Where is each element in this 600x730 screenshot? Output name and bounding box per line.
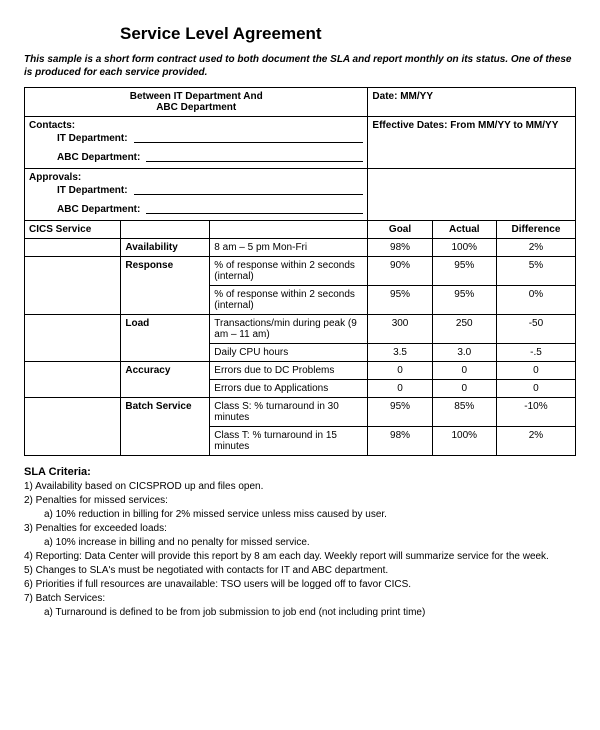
metric-diff: -50 [496,315,575,344]
criteria-item: 4) Reporting: Data Center will provide t… [24,550,576,563]
metric-actual: 3.0 [432,344,496,362]
metric-diff: 0 [496,380,575,398]
approvals-right-empty [368,169,576,221]
intro-text: This sample is a short form contract use… [24,54,576,79]
contacts-heading: Contacts: [29,120,363,131]
service-col-empty [25,257,121,315]
metric-row: Availability8 am – 5 pm Mon-Fri98%100%2% [25,239,576,257]
metric-actual: 250 [432,315,496,344]
between-cell: Between IT Department And ABC Department [25,88,368,117]
empty-cell [121,221,210,239]
between-line2: ABC Department [29,102,363,113]
service-header: CICS Service [25,221,121,239]
metric-goal: 98% [368,239,432,257]
metric-actual: 95% [432,257,496,286]
col-goal: Goal [368,221,432,239]
metric-diff: -.5 [496,344,575,362]
metric-desc: Transactions/min during peak (9 am – 11 … [210,315,368,344]
metric-goal: 0 [368,362,432,380]
contacts-abc-label: ABC Department: [57,152,140,163]
metric-actual: 0 [432,362,496,380]
criteria-title: SLA Criteria: [24,466,576,478]
criteria-subitem: a) 10% reduction in billing for 2% misse… [24,508,576,521]
approvals-abc-line[interactable] [146,213,363,214]
metric-goal: 98% [368,427,432,456]
criteria-item: 1) Availability based on CICSPROD up and… [24,480,576,493]
metric-desc: Errors due to Applications [210,380,368,398]
contacts-abc-line[interactable] [146,161,363,162]
metric-desc: Daily CPU hours [210,344,368,362]
service-col-empty [25,362,121,398]
document-title: Service Level Agreement [120,24,576,44]
metric-goal: 95% [368,398,432,427]
criteria-list: 1) Availability based on CICSPROD up and… [24,480,576,619]
contacts-it-line[interactable] [134,142,364,143]
criteria-subitem: a) 10% increase in billing and no penalt… [24,536,576,549]
metric-diff: 5% [496,257,575,286]
metric-group: Response [121,257,210,315]
metric-group: Availability [121,239,210,257]
approvals-cell: Approvals: IT Department: ABC Department… [25,169,368,221]
metric-desc: % of response within 2 seconds (internal… [210,286,368,315]
metric-group: Load [121,315,210,362]
sla-table: Between IT Department And ABC Department… [24,87,576,456]
approvals-it-line[interactable] [134,194,364,195]
metric-goal: 90% [368,257,432,286]
criteria-item: 5) Changes to SLA's must be negotiated w… [24,564,576,577]
empty-cell [210,221,368,239]
metric-row: Response% of response within 2 seconds (… [25,257,576,286]
col-actual: Actual [432,221,496,239]
between-line1: Between IT Department And [29,91,363,102]
metric-goal: 300 [368,315,432,344]
metric-group: Accuracy [121,362,210,398]
metric-goal: 95% [368,286,432,315]
metric-row: AccuracyErrors due to DC Problems000 [25,362,576,380]
metric-actual: 95% [432,286,496,315]
service-col-empty [25,398,121,456]
metric-diff: -10% [496,398,575,427]
metric-desc: Errors due to DC Problems [210,362,368,380]
metric-diff: 2% [496,427,575,456]
metric-desc: Class T: % turnaround in 15 minutes [210,427,368,456]
metric-desc: 8 am – 5 pm Mon-Fri [210,239,368,257]
approvals-it-label: IT Department: [57,185,128,196]
contacts-it-label: IT Department: [57,133,128,144]
criteria-item: 3) Penalties for exceeded loads: [24,522,576,535]
metric-goal: 0 [368,380,432,398]
criteria-subitem: a) Turnaround is defined to be from job … [24,606,576,619]
effective-cell: Effective Dates: From MM/YY to MM/YY [368,117,576,169]
metric-actual: 100% [432,239,496,257]
criteria-item: 6) Priorities if full resources are unav… [24,578,576,591]
metric-diff: 0 [496,362,575,380]
metric-desc: Class S: % turnaround in 30 minutes [210,398,368,427]
metric-desc: % of response within 2 seconds (internal… [210,257,368,286]
criteria-item: 7) Batch Services: [24,592,576,605]
metric-actual: 0 [432,380,496,398]
metric-group: Batch Service [121,398,210,456]
metric-diff: 2% [496,239,575,257]
metric-row: LoadTransactions/min during peak (9 am –… [25,315,576,344]
metric-goal: 3.5 [368,344,432,362]
metric-actual: 100% [432,427,496,456]
criteria-item: 2) Penalties for missed services: [24,494,576,507]
service-col-empty [25,239,121,257]
metric-diff: 0% [496,286,575,315]
metric-row: Batch ServiceClass S: % turnaround in 30… [25,398,576,427]
metric-actual: 85% [432,398,496,427]
date-cell: Date: MM/YY [368,88,576,117]
service-col-empty [25,315,121,362]
approvals-heading: Approvals: [29,172,363,183]
col-difference: Difference [496,221,575,239]
approvals-abc-label: ABC Department: [57,204,140,215]
contacts-cell: Contacts: IT Department: ABC Department: [25,117,368,169]
